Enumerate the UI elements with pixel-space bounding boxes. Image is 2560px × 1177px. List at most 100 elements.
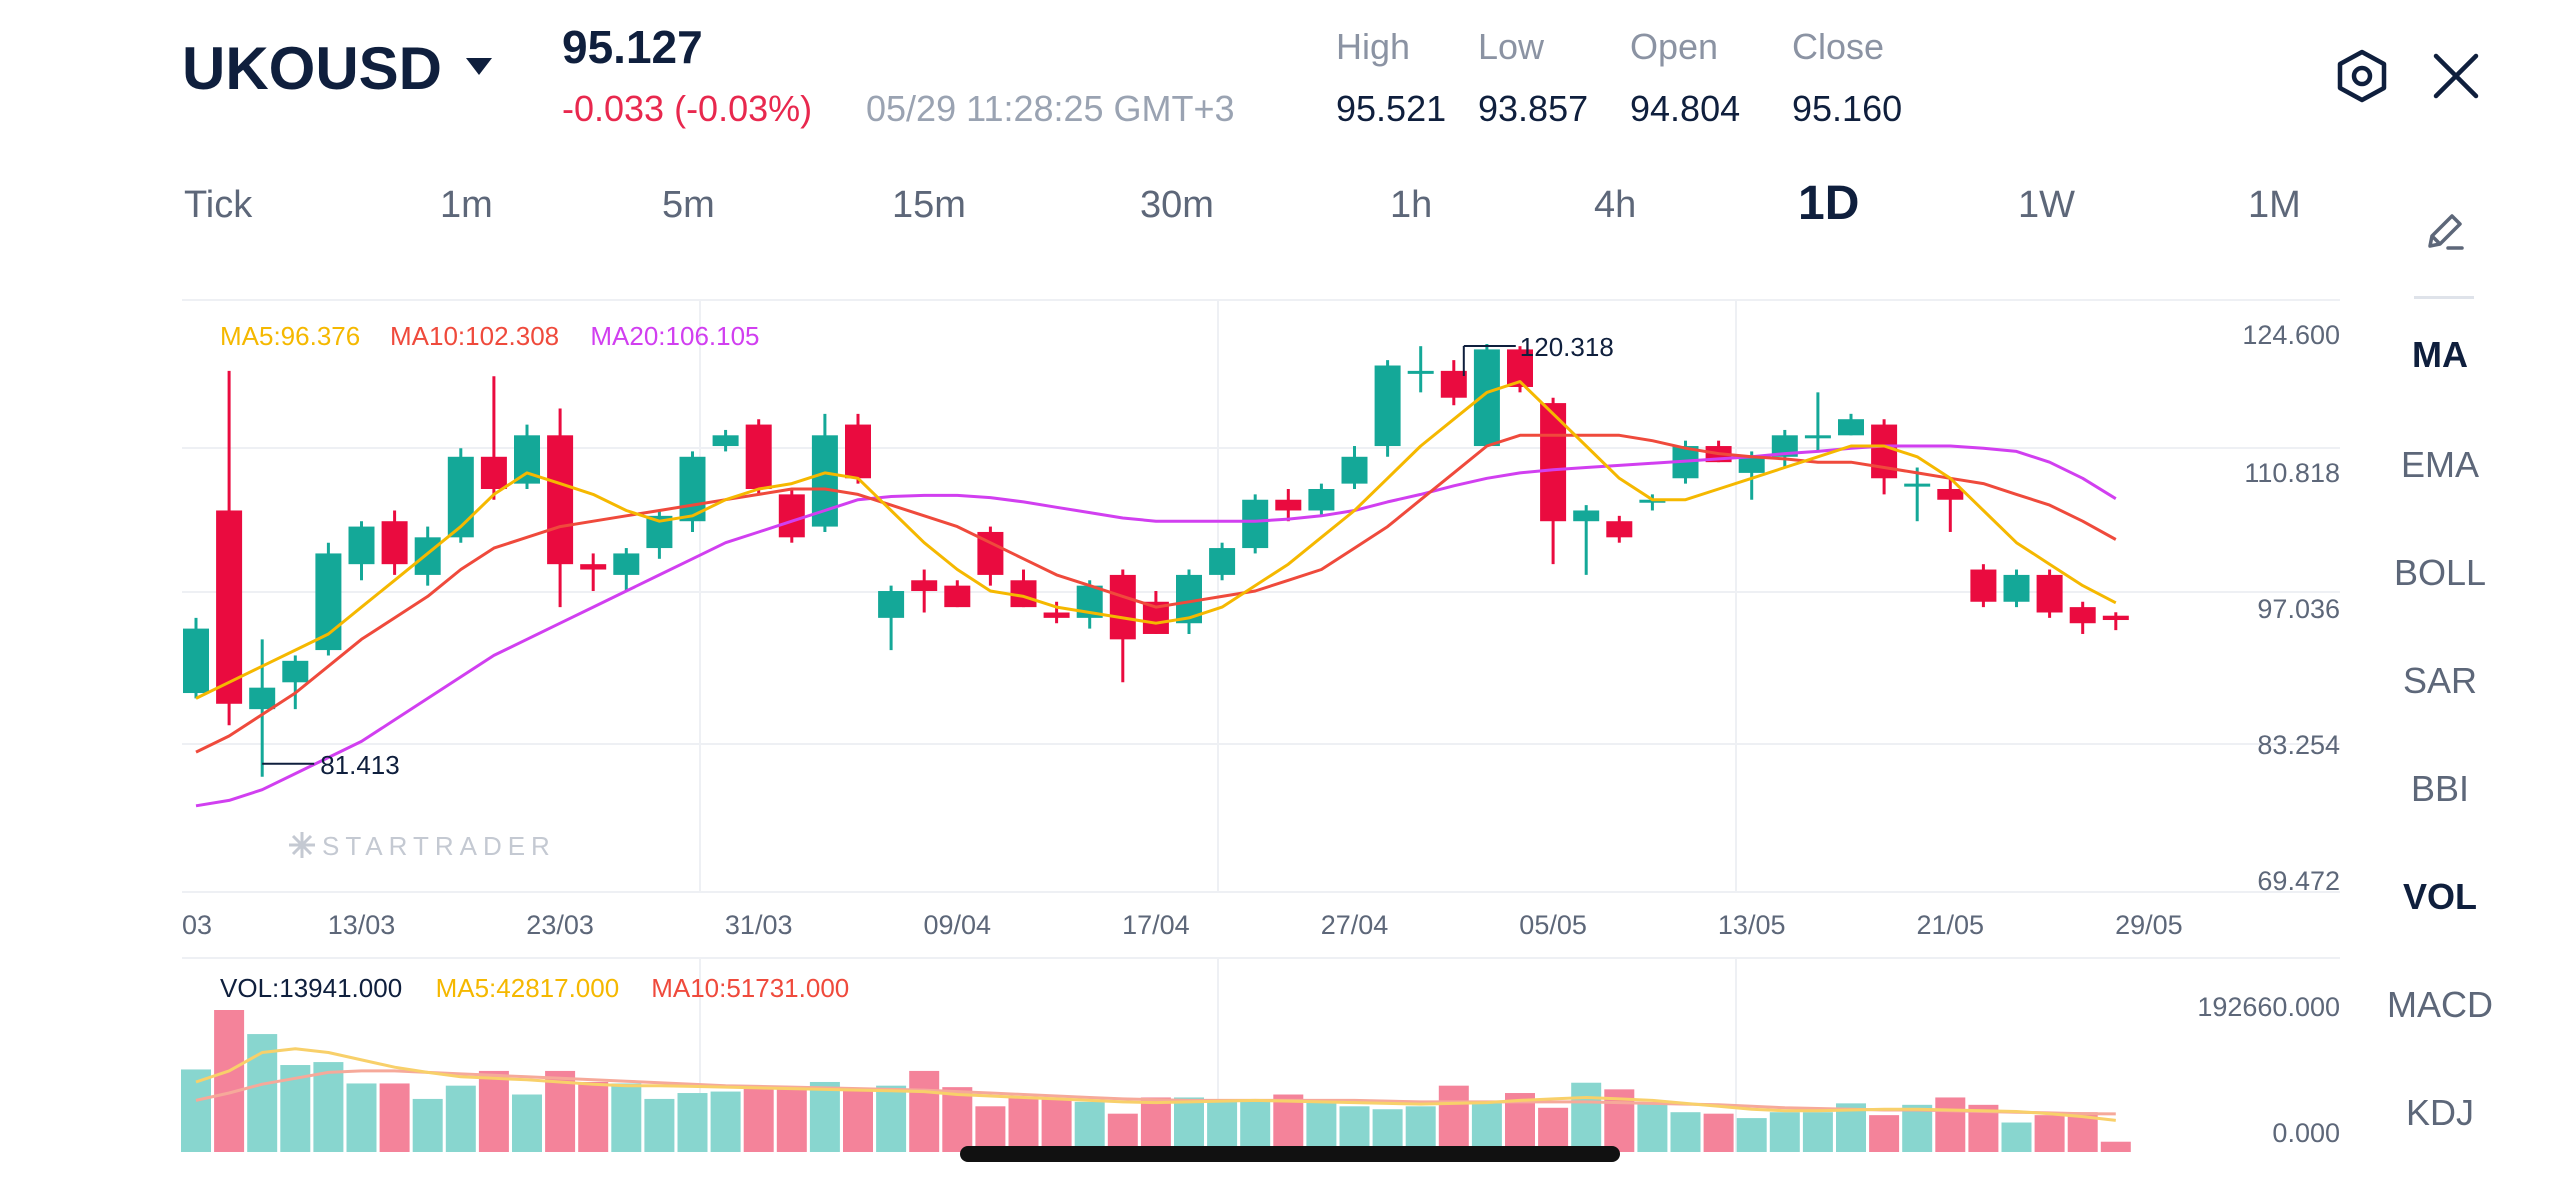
sidebar-item-vol[interactable]: VOL (2402, 876, 2477, 917)
volume-bar (1240, 1100, 1271, 1152)
tab-4h[interactable]: 4h (1594, 184, 1637, 226)
tab-1d[interactable]: 1D (1798, 177, 1860, 230)
volume-bar (1306, 1101, 1337, 1152)
candle (2102, 615, 2129, 621)
candle (2069, 607, 2096, 624)
candle (1771, 435, 1798, 457)
volume-bar (1471, 1103, 1502, 1152)
candle (1308, 489, 1335, 511)
tab-1m[interactable]: 1m (440, 184, 493, 226)
sidebar-divider (2414, 296, 2474, 299)
volume-bar (975, 1106, 1006, 1152)
x-tick-label: 21/05 (1917, 910, 1985, 940)
sidebar-item-ema[interactable]: EMA (2400, 444, 2479, 485)
volume-bar (909, 1070, 940, 1152)
close-icon[interactable] (2430, 50, 2482, 102)
candle (381, 521, 408, 565)
vol-legend-item: MA5:42817.000 (436, 973, 620, 1003)
volume-bar (843, 1089, 873, 1152)
tab-tick[interactable]: Tick (184, 184, 253, 226)
volume-bar (1140, 1097, 1171, 1152)
star-logo-icon (289, 832, 315, 858)
volume-bar (1174, 1097, 1204, 1152)
volume-bar (214, 1010, 245, 1152)
volume-bar (1372, 1109, 1403, 1152)
volume-bar (1207, 1101, 1238, 1152)
ma-legend-item: MA20:106.105 (590, 321, 759, 351)
volume-bar (1736, 1118, 1767, 1152)
sidebar-item-sar[interactable]: SAR (2402, 660, 2478, 701)
tab-30m[interactable]: 30m (1140, 184, 1214, 226)
candle (1275, 499, 1302, 511)
candle (1440, 370, 1467, 398)
watermark-text: STARTRADER (322, 831, 556, 861)
x-tick-label: 17/04 (1122, 910, 1190, 940)
volume-bar (876, 1085, 907, 1152)
stat-open-value: 94.804 (1630, 88, 1741, 129)
pencil-icon[interactable] (2420, 208, 2468, 256)
tab-1w[interactable]: 1W (2018, 184, 2075, 226)
stat-close-label: Close (1792, 26, 1885, 67)
candle (1937, 489, 1964, 500)
y-tick-label: 124.600 (2242, 320, 2340, 350)
vol-ma10-line (195, 1069, 2116, 1116)
volume-bar (1902, 1104, 1933, 1152)
volume-bar (1703, 1113, 1734, 1152)
annotation-label: 81.413 (320, 750, 400, 780)
price-change: -0.033 (-0.03%) (562, 88, 813, 129)
symbol-title[interactable]: UKOUSD (182, 35, 443, 102)
volume-bar (1769, 1112, 1800, 1152)
candle (1109, 574, 1136, 640)
tab-5m[interactable]: 5m (662, 184, 715, 226)
candle (1473, 349, 1500, 447)
timestamp: 05/29 11:28:25 GMT+3 (866, 88, 1235, 129)
volume-bar (478, 1070, 509, 1152)
volume-bar (2001, 1122, 2032, 1152)
sidebar-item-macd[interactable]: MACD (2387, 984, 2493, 1025)
candle (447, 456, 474, 538)
x-tick-label: 29/05 (2115, 910, 2183, 940)
symbol-dropdown-icon[interactable] (466, 58, 492, 75)
volume-bar (1571, 1082, 1602, 1152)
candle (778, 494, 805, 538)
volume-bar (1339, 1106, 1370, 1152)
volume-bar (1041, 1098, 1072, 1152)
sidebar-item-kdj[interactable]: KDJ (2405, 1092, 2474, 1133)
candle (1639, 499, 1666, 503)
tab-15m[interactable]: 15m (892, 184, 966, 226)
x-tick-label: 31/03 (725, 910, 793, 940)
settings-icon[interactable] (2334, 46, 2390, 106)
home-indicator (960, 1146, 1620, 1162)
volume-bar (1405, 1106, 1436, 1152)
x-tick-label: 23/03 (526, 910, 594, 940)
x-tick-label: 13/03 (328, 910, 396, 940)
candle (480, 456, 507, 490)
volume-bar (379, 1083, 410, 1152)
volume-bar (710, 1091, 741, 1152)
x-tick-label: 05/05 (1519, 910, 1587, 940)
candle (2036, 574, 2063, 613)
candle (547, 435, 574, 565)
tab-1h[interactable]: 1h (1390, 184, 1433, 226)
ma10-line (195, 433, 2117, 754)
stat-high-value: 95.521 (1336, 88, 1447, 129)
sidebar-item-bbi[interactable]: BBI (2410, 768, 2470, 809)
y-tick-label: 83.254 (2257, 730, 2340, 760)
candle (745, 424, 772, 490)
candle (1374, 365, 1401, 447)
volume-bar (445, 1085, 476, 1152)
volume-bar (611, 1083, 642, 1152)
candle (1242, 499, 1269, 549)
volume-bar (545, 1070, 576, 1152)
sidebar-item-ma[interactable]: MA (2412, 334, 2468, 375)
x-tick-label: 09/04 (924, 910, 992, 940)
candle (1209, 548, 1236, 575)
sidebar-item-boll[interactable]: BOLL (2393, 552, 2487, 593)
stat-open-label: Open (1630, 26, 1719, 67)
tab-1mo[interactable]: 1M (2248, 184, 2301, 226)
candle (249, 687, 276, 710)
volume-bar (776, 1088, 807, 1152)
candle (613, 553, 640, 575)
vol-legend-item: VOL:13941.000 (220, 973, 402, 1003)
